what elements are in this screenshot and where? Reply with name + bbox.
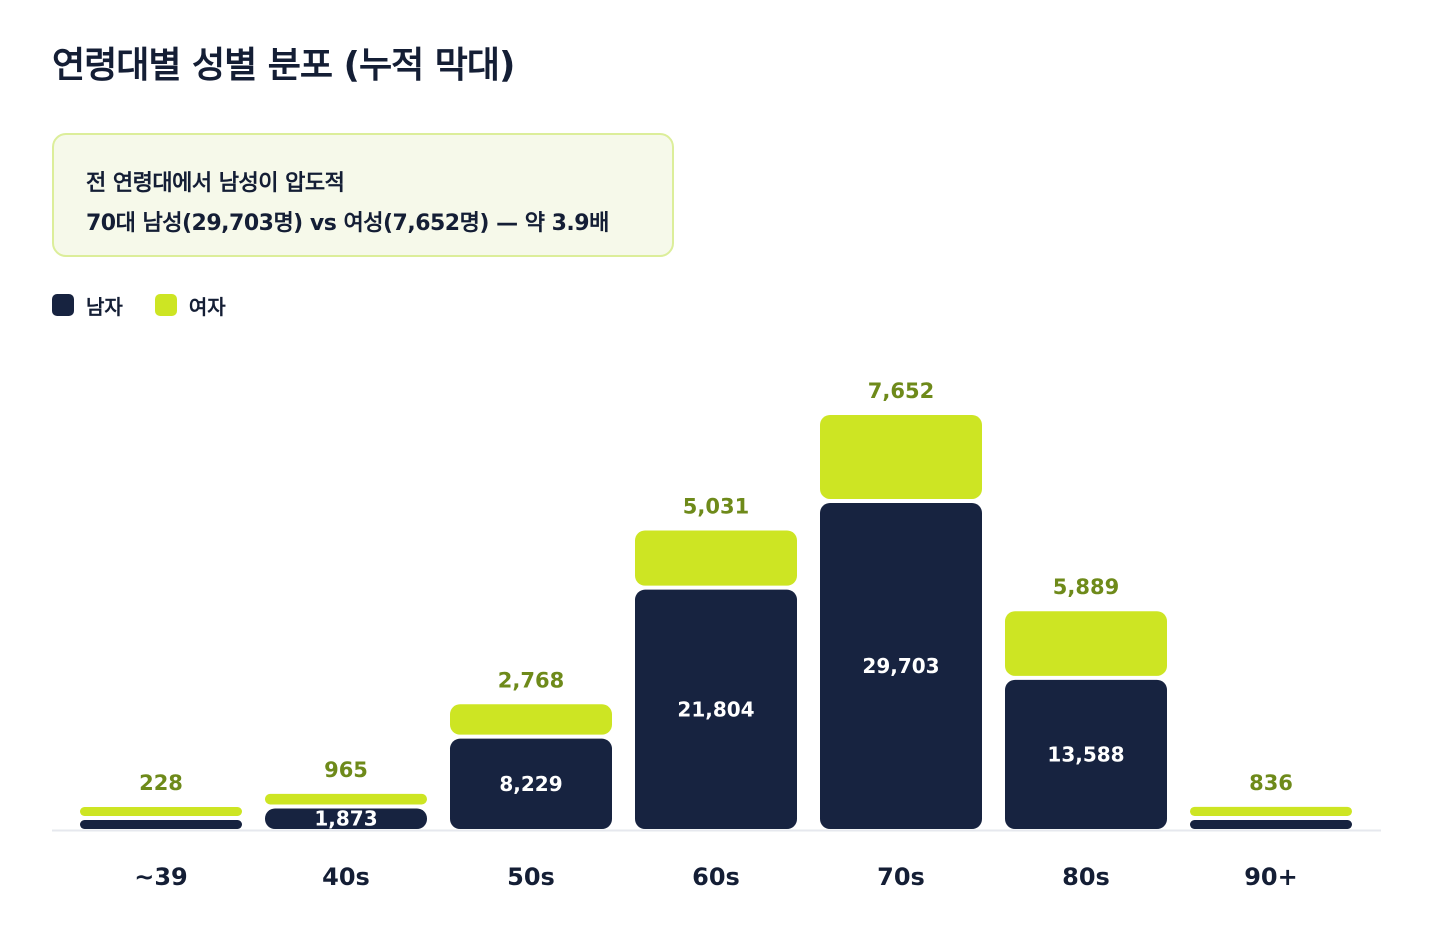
data-label-female-5: 5,889 xyxy=(1053,575,1119,599)
bar-male-6 xyxy=(1190,820,1352,829)
x-tick-label-2: 50s xyxy=(507,863,555,891)
x-tick-label-0: ~39 xyxy=(134,863,188,891)
chart-title: 연령대별 성별 분포 (누적 막대) xyxy=(52,45,515,86)
x-tick-label-3: 60s xyxy=(692,863,740,891)
bar-male-3 xyxy=(635,589,797,829)
bar-male-4 xyxy=(820,502,982,829)
x-tick-label-1: 40s xyxy=(322,863,370,891)
data-label-female-0: 228 xyxy=(139,771,183,795)
legend-item-male: 남자 xyxy=(52,291,123,320)
bar-female-6 xyxy=(1190,806,1352,816)
data-label-female-1: 965 xyxy=(324,758,368,782)
legend-item-female: 여자 xyxy=(154,291,226,320)
bar-male-5 xyxy=(1005,679,1167,829)
data-label-female-2: 2,768 xyxy=(498,668,564,692)
legend-swatch-female xyxy=(154,294,177,316)
bar-female-1 xyxy=(265,793,427,805)
bar-male-0 xyxy=(80,820,242,829)
bar-male-2 xyxy=(450,738,612,829)
data-label-male-3: 21,804 xyxy=(677,697,754,721)
bar-female-0 xyxy=(80,807,242,816)
chart-legend: 남자 여자 xyxy=(52,291,258,320)
data-label-male-2: 8,229 xyxy=(499,772,562,796)
bar-female-2 xyxy=(450,704,612,735)
data-label-female-4: 7,652 xyxy=(868,379,934,403)
x-tick-label-6: 90+ xyxy=(1244,863,1298,891)
legend-label-male: 남자 xyxy=(86,294,123,319)
data-label-male-4: 29,703 xyxy=(862,654,939,678)
legend-label-female: 여자 xyxy=(188,294,226,319)
callout-line-1: 전 연령대에서 남성이 압도적 xyxy=(86,171,345,196)
data-label-female-6: 836 xyxy=(1249,771,1293,795)
x-tick-label-4: 70s xyxy=(877,863,925,891)
callout-line-2: 70대 남성(29,703명) vs 여성(7,652명) — 약 3.9배 xyxy=(86,211,609,236)
data-label-male-5: 13,588 xyxy=(1047,742,1124,766)
data-label-female-3: 5,031 xyxy=(683,494,749,518)
bar-female-5 xyxy=(1005,611,1167,676)
bar-female-3 xyxy=(635,530,797,586)
bar-female-4 xyxy=(820,415,982,499)
legend-swatch-male xyxy=(52,294,74,316)
insight-callout: 전 연령대에서 남성이 압도적 70대 남성(29,703명) vs 여성(7,… xyxy=(52,133,674,257)
x-tick-label-5: 80s xyxy=(1062,863,1110,891)
bar-male-1 xyxy=(265,808,427,829)
data-label-male-1: 1,873 xyxy=(314,807,377,831)
